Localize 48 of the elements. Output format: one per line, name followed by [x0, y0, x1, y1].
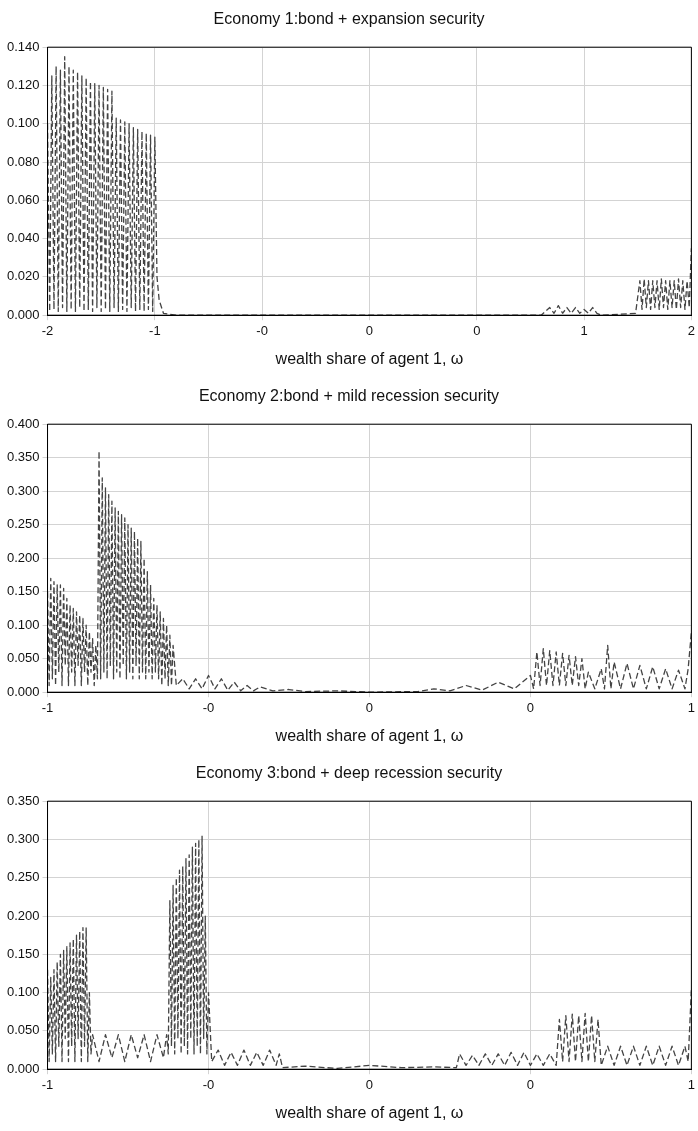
y-tick-label: 0.300 [6, 831, 40, 847]
x-axis-title: wealth share of agent 1, ω [274, 726, 464, 744]
x-tick-label: -1 [41, 1076, 54, 1092]
y-tick-label: 0.300 [6, 482, 40, 498]
y-tick-label: 0.250 [6, 516, 40, 532]
y-tick-label: 0.200 [6, 907, 40, 923]
y-tick-label: 0.050 [6, 1022, 40, 1038]
x-tick-label: 0 [526, 1076, 535, 1092]
x-tick-label: 0 [365, 322, 374, 338]
y-tick-label: 0.100 [6, 616, 40, 632]
y-tick-label: 0.020 [6, 268, 40, 284]
y-tick-label: 0.050 [6, 650, 40, 666]
y-tick-label: 0.140 [6, 38, 40, 54]
x-tick-label: 0 [365, 699, 374, 715]
y-tick-label: 0.100 [6, 115, 40, 131]
y-tick-label: 0.060 [6, 191, 40, 207]
y-tick-label: 0.100 [6, 984, 40, 1000]
x-tick-label: -2 [41, 322, 54, 338]
x-tick-label: -1 [41, 699, 54, 715]
x-tick-label: -1 [149, 322, 161, 338]
y-tick-label: 0.120 [6, 77, 40, 93]
x-tick-label: 1 [687, 1076, 695, 1092]
x-tick-label: 0 [365, 1076, 374, 1092]
y-tick-label: 0.000 [6, 1060, 40, 1076]
x-tick-label: 1 [687, 699, 695, 715]
y-tick-label: 0.150 [6, 583, 40, 599]
y-tick-label: 0.150 [6, 945, 40, 961]
y-tick-label: 0.080 [6, 153, 40, 169]
x-tick-label: 2 [687, 322, 695, 338]
y-tick-label: 0.350 [6, 792, 40, 808]
y-tick-label: 0.250 [6, 869, 40, 885]
x-tick-label: 1 [580, 322, 588, 338]
y-tick-label: 0.000 [6, 306, 40, 322]
y-tick-label: 0.040 [6, 230, 40, 246]
y-tick-label: 0.200 [6, 549, 40, 565]
y-tick-label: 0.400 [6, 415, 40, 431]
x-axis-title: wealth share of agent 1, ω [274, 1103, 464, 1121]
chart-title: Economy 1:bond + expansion security [213, 10, 485, 28]
chart-title: Economy 3:bond + deep recession security [195, 764, 503, 782]
y-tick-label: 0.000 [6, 683, 40, 699]
x-tick-label: 0 [526, 699, 535, 715]
x-tick-label: -0 [202, 699, 215, 715]
x-axis-title: wealth share of agent 1, ω [274, 349, 464, 367]
x-tick-label: -0 [202, 1076, 215, 1092]
x-tick-label: 0 [473, 322, 481, 338]
x-tick-label: -0 [256, 322, 268, 338]
y-tick-label: 0.350 [6, 449, 40, 465]
chart-title: Economy 2:bond + mild recession security [198, 387, 500, 405]
